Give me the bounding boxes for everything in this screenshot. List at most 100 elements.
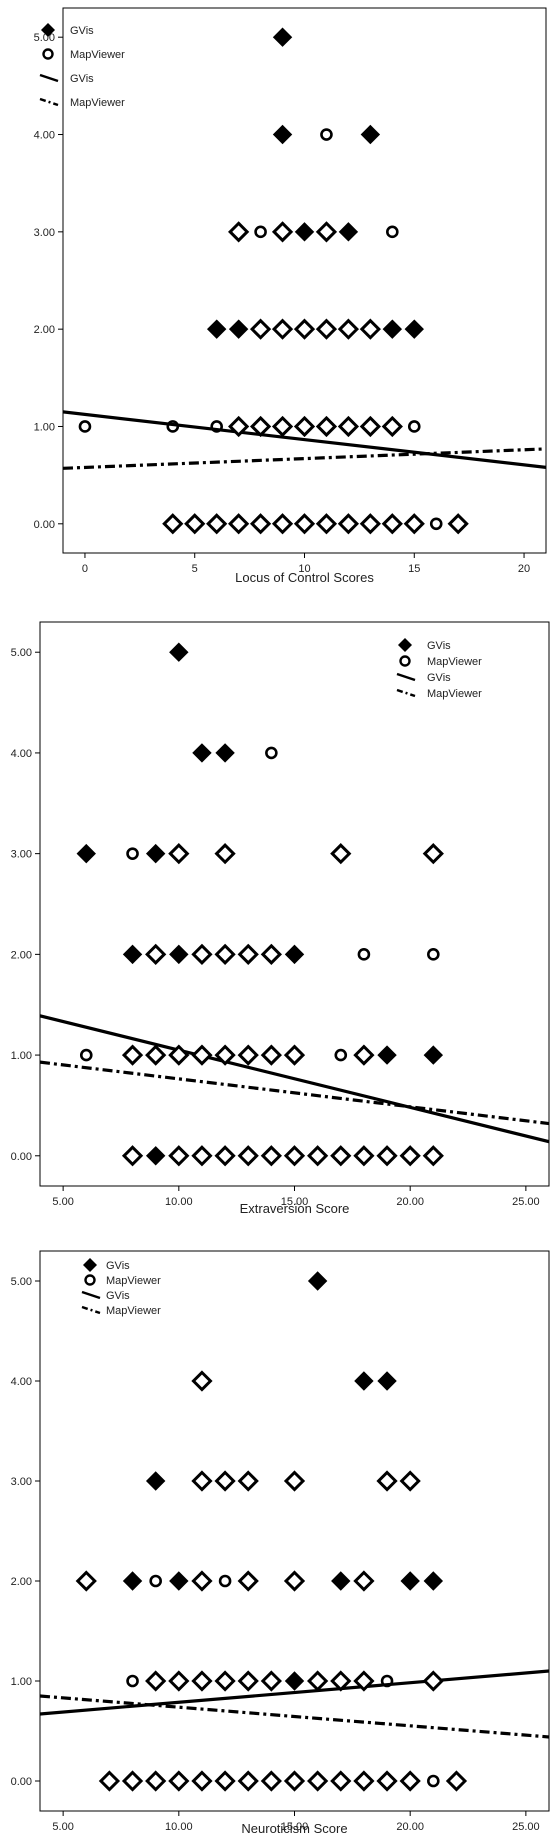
- data-point-open-diamond: [191, 1370, 213, 1392]
- y-tick-label: 3.00: [11, 849, 32, 861]
- data-point-diamond: [228, 319, 249, 339]
- data-point-open-diamond: [359, 513, 381, 535]
- x-tick-label: 10.00: [165, 1821, 193, 1833]
- x-tick-label: 15.00: [281, 1196, 309, 1208]
- x-tick-label: 20: [518, 563, 530, 575]
- data-point-open-diamond: [307, 1145, 329, 1167]
- data-point-open-diamond: [422, 1670, 444, 1692]
- data-point-open-diamond: [283, 1770, 306, 1792]
- legend-dashdot-line-icon: [396, 688, 416, 698]
- data-point-diamond: [294, 222, 315, 242]
- y-tick-label: 1.00: [34, 421, 55, 433]
- data-point-open-diamond: [249, 513, 272, 535]
- y-tick-label: 3.00: [11, 1476, 32, 1488]
- x-tick-label: 5: [192, 563, 198, 575]
- data-point-open-diamond: [121, 1145, 144, 1167]
- y-tick-label: 0.00: [11, 1151, 32, 1163]
- x-tick-label: 25.00: [512, 1821, 540, 1833]
- data-point-open-diamond: [162, 513, 184, 535]
- data-point-open-diamond: [422, 843, 444, 865]
- x-tick-label: 10: [298, 563, 310, 575]
- data-point-circle: [78, 420, 92, 433]
- fit-line-gvis: [63, 410, 546, 469]
- data-point-open-diamond: [75, 1570, 97, 1592]
- data-point-open-diamond: [337, 415, 360, 438]
- data-point-open-diamond: [145, 943, 167, 965]
- x-tick-label: 15.00: [281, 1821, 309, 1833]
- data-point-open-diamond: [228, 221, 250, 243]
- data-point-open-diamond: [214, 1670, 236, 1692]
- data-point-open-diamond: [237, 1670, 259, 1692]
- y-tick-label: 0.00: [11, 1776, 32, 1788]
- y-tick-label: 2.00: [11, 949, 32, 961]
- data-point-diamond: [360, 124, 381, 145]
- data-point-open-diamond: [283, 1470, 306, 1492]
- legend-label: GVis: [106, 1260, 130, 1272]
- data-point-open-diamond: [447, 513, 469, 535]
- y-tick-label: 4.00: [11, 748, 32, 760]
- data-point-open-diamond: [191, 1470, 213, 1492]
- data-point-open-diamond: [315, 221, 338, 243]
- x-tick-label: 15: [408, 563, 420, 575]
- data-point-diamond: [382, 319, 403, 339]
- data-point-open-diamond: [145, 1044, 167, 1066]
- legend-label: GVis: [427, 672, 451, 684]
- chart-panel-1: 0.00 1.00 2.00 3.00 4.00 5.00 0 5 10 15 20 Locus of…: [0, 0, 559, 595]
- data-point-circle: [357, 948, 371, 961]
- data-point-open-diamond: [399, 1145, 421, 1167]
- data-point-open-diamond: [307, 1670, 329, 1692]
- plot-area: [40, 642, 549, 1167]
- y-tick-label: 4.00: [34, 130, 55, 142]
- data-point-diamond: [192, 743, 212, 763]
- data-point-open-diamond: [206, 513, 228, 535]
- x-tick-label: 0: [82, 563, 88, 575]
- data-point-circle: [126, 847, 139, 860]
- data-point-open-diamond: [184, 513, 206, 535]
- legend-label: MapViewer: [70, 97, 125, 109]
- fit-line-mapviewer: [40, 1694, 549, 1739]
- data-point-diamond: [307, 1271, 328, 1291]
- data-point-open-diamond: [271, 415, 294, 438]
- data-point-open-diamond: [353, 1770, 375, 1792]
- legend-diamond-icon: [398, 638, 412, 652]
- fit-line-mapviewer: [40, 1060, 549, 1126]
- data-point-diamond: [122, 944, 143, 965]
- data-point-open-diamond: [359, 415, 381, 438]
- data-point-open-diamond: [260, 943, 282, 965]
- data-point-open-diamond: [353, 1670, 375, 1692]
- legend-diamond-icon: [83, 1258, 97, 1272]
- legend-solid-line-icon: [39, 73, 59, 83]
- data-point-open-diamond: [307, 1770, 329, 1792]
- data-point-open-diamond: [330, 1145, 352, 1167]
- chart-extraversion: 0.00 1.00 2.00 3.00 4.00 5.00 5.00 10.00 15.00 20…: [11, 621, 550, 1216]
- legend-label: MapViewer: [427, 656, 482, 668]
- legend-solid-line-icon: [396, 672, 416, 682]
- data-point-diamond: [377, 1045, 397, 1065]
- legend-circle-icon: [84, 1274, 96, 1286]
- x-axis-label: Locus of Control Scores: [235, 570, 374, 585]
- data-point-diamond: [122, 1571, 143, 1591]
- data-point-open-diamond: [293, 513, 316, 535]
- data-point-open-diamond: [214, 843, 236, 865]
- data-point-open-diamond: [260, 1770, 282, 1792]
- data-point-open-diamond: [145, 1770, 167, 1792]
- data-point-open-diamond: [168, 1145, 190, 1167]
- data-point-diamond: [400, 1571, 420, 1591]
- data-point-circle: [427, 948, 440, 961]
- data-point-open-diamond: [271, 513, 294, 535]
- data-point-open-diamond: [191, 1570, 213, 1592]
- data-point-open-diamond: [353, 1570, 375, 1592]
- legend-label: MapViewer: [427, 688, 482, 700]
- data-point-open-diamond: [337, 513, 360, 535]
- data-point-diamond: [169, 1571, 189, 1591]
- data-point-open-diamond: [260, 1670, 282, 1692]
- data-point-open-diamond: [422, 1145, 444, 1167]
- data-point-open-diamond: [168, 1670, 190, 1692]
- data-point-open-diamond: [381, 513, 403, 535]
- data-point-open-diamond: [376, 1470, 398, 1492]
- data-point-open-diamond: [249, 318, 272, 340]
- y-tick-label: 0.00: [34, 519, 55, 531]
- x-tick-label: 25.00: [512, 1196, 540, 1208]
- data-point-circle: [166, 420, 180, 433]
- data-point-open-diamond: [337, 318, 360, 340]
